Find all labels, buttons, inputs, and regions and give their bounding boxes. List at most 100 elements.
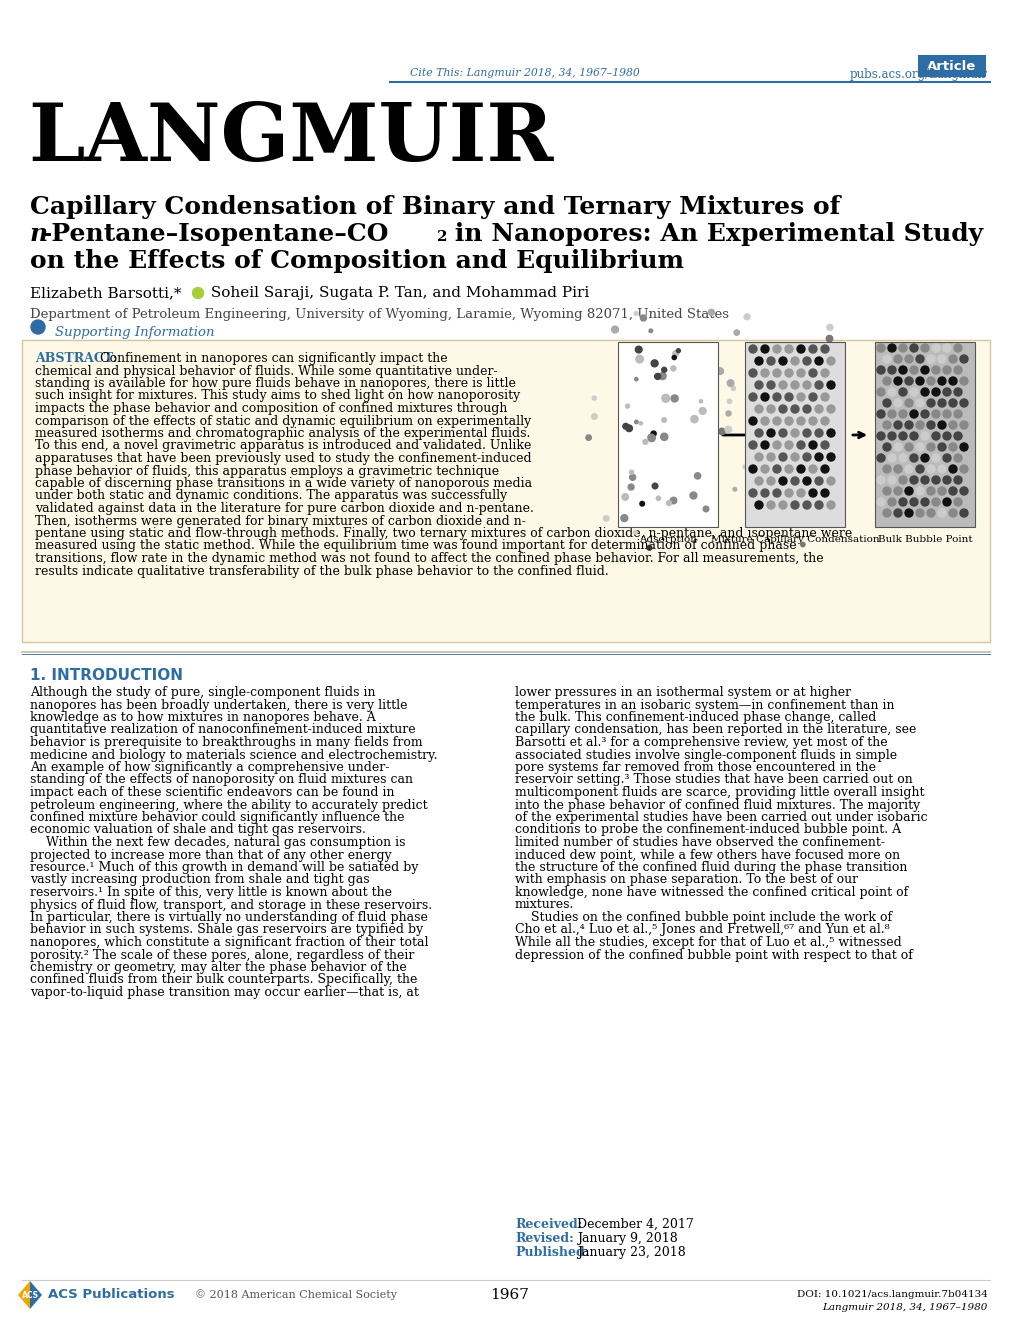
Circle shape xyxy=(920,454,928,462)
Circle shape xyxy=(640,315,646,321)
Circle shape xyxy=(948,355,956,363)
FancyBboxPatch shape xyxy=(874,342,974,527)
Circle shape xyxy=(814,478,822,486)
Circle shape xyxy=(909,498,917,506)
Text: reservoirs.¹ In spite of this, very little is known about the: reservoirs.¹ In spite of this, very litt… xyxy=(30,886,391,899)
Circle shape xyxy=(648,329,652,332)
Circle shape xyxy=(948,443,956,451)
Circle shape xyxy=(882,510,891,518)
Text: in Nanopores: An Experimental Study: in Nanopores: An Experimental Study xyxy=(445,221,982,245)
Circle shape xyxy=(893,378,901,386)
Circle shape xyxy=(959,422,967,430)
Text: January 9, 2018: January 9, 2018 xyxy=(577,1233,677,1245)
Circle shape xyxy=(661,395,669,402)
Circle shape xyxy=(779,382,787,390)
Circle shape xyxy=(800,543,804,547)
Circle shape xyxy=(802,358,810,366)
Circle shape xyxy=(882,487,891,495)
Circle shape xyxy=(931,366,940,374)
Circle shape xyxy=(915,487,923,495)
Circle shape xyxy=(948,378,956,386)
Circle shape xyxy=(673,351,678,356)
Text: Although the study of pure, single-component fluids in: Although the study of pure, single-compo… xyxy=(30,686,375,699)
Circle shape xyxy=(754,430,762,438)
Circle shape xyxy=(808,490,816,498)
Text: the structure of the confined fluid during the phase transition: the structure of the confined fluid duri… xyxy=(515,860,907,874)
Circle shape xyxy=(953,344,961,352)
Circle shape xyxy=(937,422,945,430)
Circle shape xyxy=(931,432,940,440)
Text: results indicate qualitative transferability of the bulk phase behavior to the c: results indicate qualitative transferabi… xyxy=(35,564,608,578)
Circle shape xyxy=(796,370,804,378)
Text: An example of how significantly a comprehensive under-: An example of how significantly a compre… xyxy=(30,760,389,774)
Text: December 4, 2017: December 4, 2017 xyxy=(577,1218,693,1231)
Text: Supporting Information: Supporting Information xyxy=(55,325,214,339)
Text: lower pressures in an isothermal system or at higher: lower pressures in an isothermal system … xyxy=(515,686,850,699)
Circle shape xyxy=(888,366,895,374)
Circle shape xyxy=(915,422,923,430)
Circle shape xyxy=(915,466,923,474)
Circle shape xyxy=(772,346,781,354)
Circle shape xyxy=(633,531,637,534)
Circle shape xyxy=(785,346,792,354)
Circle shape xyxy=(748,442,756,450)
Circle shape xyxy=(814,406,822,414)
Circle shape xyxy=(611,325,618,334)
Text: vastly increasing production from shale and tight gas: vastly increasing production from shale … xyxy=(30,874,369,887)
Text: standing is available for how pure fluids behave in nanopores, there is little: standing is available for how pure fluid… xyxy=(35,378,516,390)
Circle shape xyxy=(727,380,733,387)
Circle shape xyxy=(937,378,945,386)
Circle shape xyxy=(909,454,917,462)
Circle shape xyxy=(592,396,596,400)
Text: associated studies involve single-component fluids in simple: associated studies involve single-compon… xyxy=(515,748,897,762)
Circle shape xyxy=(904,399,912,407)
Circle shape xyxy=(790,502,798,510)
Circle shape xyxy=(748,466,756,474)
Circle shape xyxy=(748,370,756,378)
Circle shape xyxy=(814,358,822,366)
Text: such insight for mixtures. This study aims to shed light on how nanoporosity: such insight for mixtures. This study ai… xyxy=(35,390,520,403)
Circle shape xyxy=(959,510,967,518)
Circle shape xyxy=(785,418,792,426)
Circle shape xyxy=(926,487,934,495)
Text: ABSTRACT:: ABSTRACT: xyxy=(35,352,117,366)
Circle shape xyxy=(796,490,804,498)
Text: Mixture Capillary Condensation: Mixture Capillary Condensation xyxy=(710,535,878,544)
Circle shape xyxy=(790,382,798,390)
Circle shape xyxy=(937,510,945,518)
Circle shape xyxy=(779,358,787,366)
Circle shape xyxy=(748,346,756,354)
Circle shape xyxy=(898,410,906,418)
Text: of the experimental studies have been carried out under isobaric: of the experimental studies have been ca… xyxy=(515,811,926,824)
Circle shape xyxy=(953,388,961,396)
Circle shape xyxy=(948,399,956,407)
Circle shape xyxy=(915,443,923,451)
Circle shape xyxy=(909,344,917,352)
Text: multicomponent fluids are scarce, providing little overall insight: multicomponent fluids are scarce, provid… xyxy=(515,786,923,799)
Text: resource.¹ Much of this growth in demand will be satiated by: resource.¹ Much of this growth in demand… xyxy=(30,860,418,874)
Circle shape xyxy=(742,466,746,468)
Circle shape xyxy=(748,394,756,402)
Circle shape xyxy=(727,399,731,403)
Circle shape xyxy=(948,422,956,430)
Circle shape xyxy=(937,399,945,407)
Text: -Pentane–Isopentane–CO: -Pentane–Isopentane–CO xyxy=(42,221,389,245)
Circle shape xyxy=(931,410,940,418)
Circle shape xyxy=(733,487,736,491)
Text: phase behavior of fluids, this apparatus employs a gravimetric technique: phase behavior of fluids, this apparatus… xyxy=(35,464,498,478)
Text: knowledge as to how mixtures in nanopores behave. A: knowledge as to how mixtures in nanopore… xyxy=(30,711,375,724)
Circle shape xyxy=(893,466,901,474)
Circle shape xyxy=(876,454,884,462)
Text: Bulk Bubble Point: Bulk Bubble Point xyxy=(876,535,971,544)
Circle shape xyxy=(754,358,762,366)
Circle shape xyxy=(904,510,912,518)
Circle shape xyxy=(634,312,638,315)
Circle shape xyxy=(760,370,768,378)
Text: 1. INTRODUCTION: 1. INTRODUCTION xyxy=(30,668,182,683)
Circle shape xyxy=(904,466,912,474)
Circle shape xyxy=(785,490,792,498)
Circle shape xyxy=(926,510,934,518)
Text: To this end, a novel gravimetric apparatus is introduced and validated. Unlike: To this end, a novel gravimetric apparat… xyxy=(35,439,531,452)
Circle shape xyxy=(779,454,787,462)
Circle shape xyxy=(629,471,633,475)
